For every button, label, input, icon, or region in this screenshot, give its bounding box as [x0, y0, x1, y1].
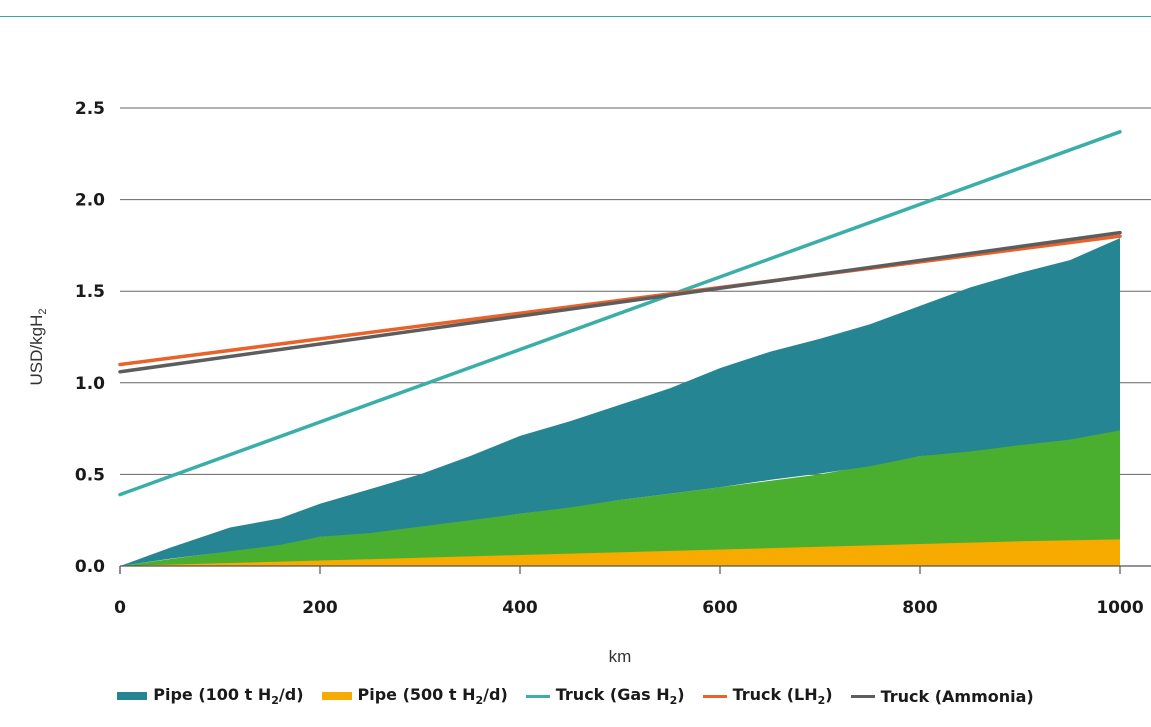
- y-axis-title-main: USD/kgH: [27, 315, 46, 386]
- y-axis-title: USD/kgH2: [27, 309, 49, 386]
- x-tick-label: 0: [114, 598, 126, 618]
- legend-label: Truck (Gas H2): [555, 685, 685, 708]
- y-tick-label: 2.0: [75, 191, 105, 211]
- x-axis-title: km: [609, 647, 632, 666]
- x-tick-label: 200: [302, 598, 338, 618]
- legend: Pipe (100 t H2/d) Pipe (500 t H2/d) Truck …: [0, 685, 1151, 707]
- series-line-1: [118, 130, 1122, 497]
- legend-label: Truck (Ammonia): [880, 686, 1034, 706]
- y-tick-label: 0.5: [75, 465, 105, 485]
- legend-item: Truck (LH2): [702, 685, 833, 708]
- axis-layer: [119, 565, 1151, 574]
- legend-item: Truck (Gas H2): [525, 685, 685, 708]
- legend-item: Pipe (500 t H2/d): [321, 685, 508, 708]
- chart: 0 200 400 600 800 1000 0.0 0.5 1.0 1.5 2.0 2.5 km U…: [27, 99, 1151, 666]
- x-tick-label: 1000: [1096, 598, 1143, 618]
- tick-layer: 0 200 400 600 800 1000 0.0 0.5 1.0 1.5 2.0 2.5: [75, 99, 1144, 618]
- legend-swatch: [702, 694, 727, 698]
- y-tick-label: 1.5: [75, 282, 105, 302]
- legend-label: Truck (LH2): [732, 685, 833, 708]
- y-tick-label: 0.0: [75, 557, 105, 577]
- top-rule: [0, 16, 1151, 17]
- legend-label: Pipe (100 t H2/d): [153, 685, 304, 708]
- series-line-2: [118, 234, 1122, 367]
- legend-swatch: [117, 692, 148, 701]
- x-tick-label: 800: [902, 598, 938, 618]
- x-tick-label: 600: [702, 598, 738, 618]
- legend-swatch: [525, 694, 550, 698]
- legend-label: Pipe (500 t H2/d): [357, 685, 508, 708]
- legend-swatch: [321, 692, 352, 701]
- series-line-3: [118, 230, 1122, 374]
- legend-item: Pipe (100 t H2/d): [117, 685, 304, 708]
- y-axis-title-sub: 2: [37, 309, 49, 315]
- legend-swatch: [850, 694, 875, 698]
- area-band-3: [120, 238, 1120, 566]
- x-tick-label: 400: [502, 598, 538, 618]
- legend-item: Truck (Ammonia): [850, 686, 1034, 706]
- line-layer: [118, 130, 1122, 497]
- area-band-1: [120, 494, 1120, 566]
- y-tick-label: 2.5: [75, 99, 105, 119]
- area-layer: [120, 238, 1120, 566]
- y-tick-label: 1.0: [75, 374, 105, 394]
